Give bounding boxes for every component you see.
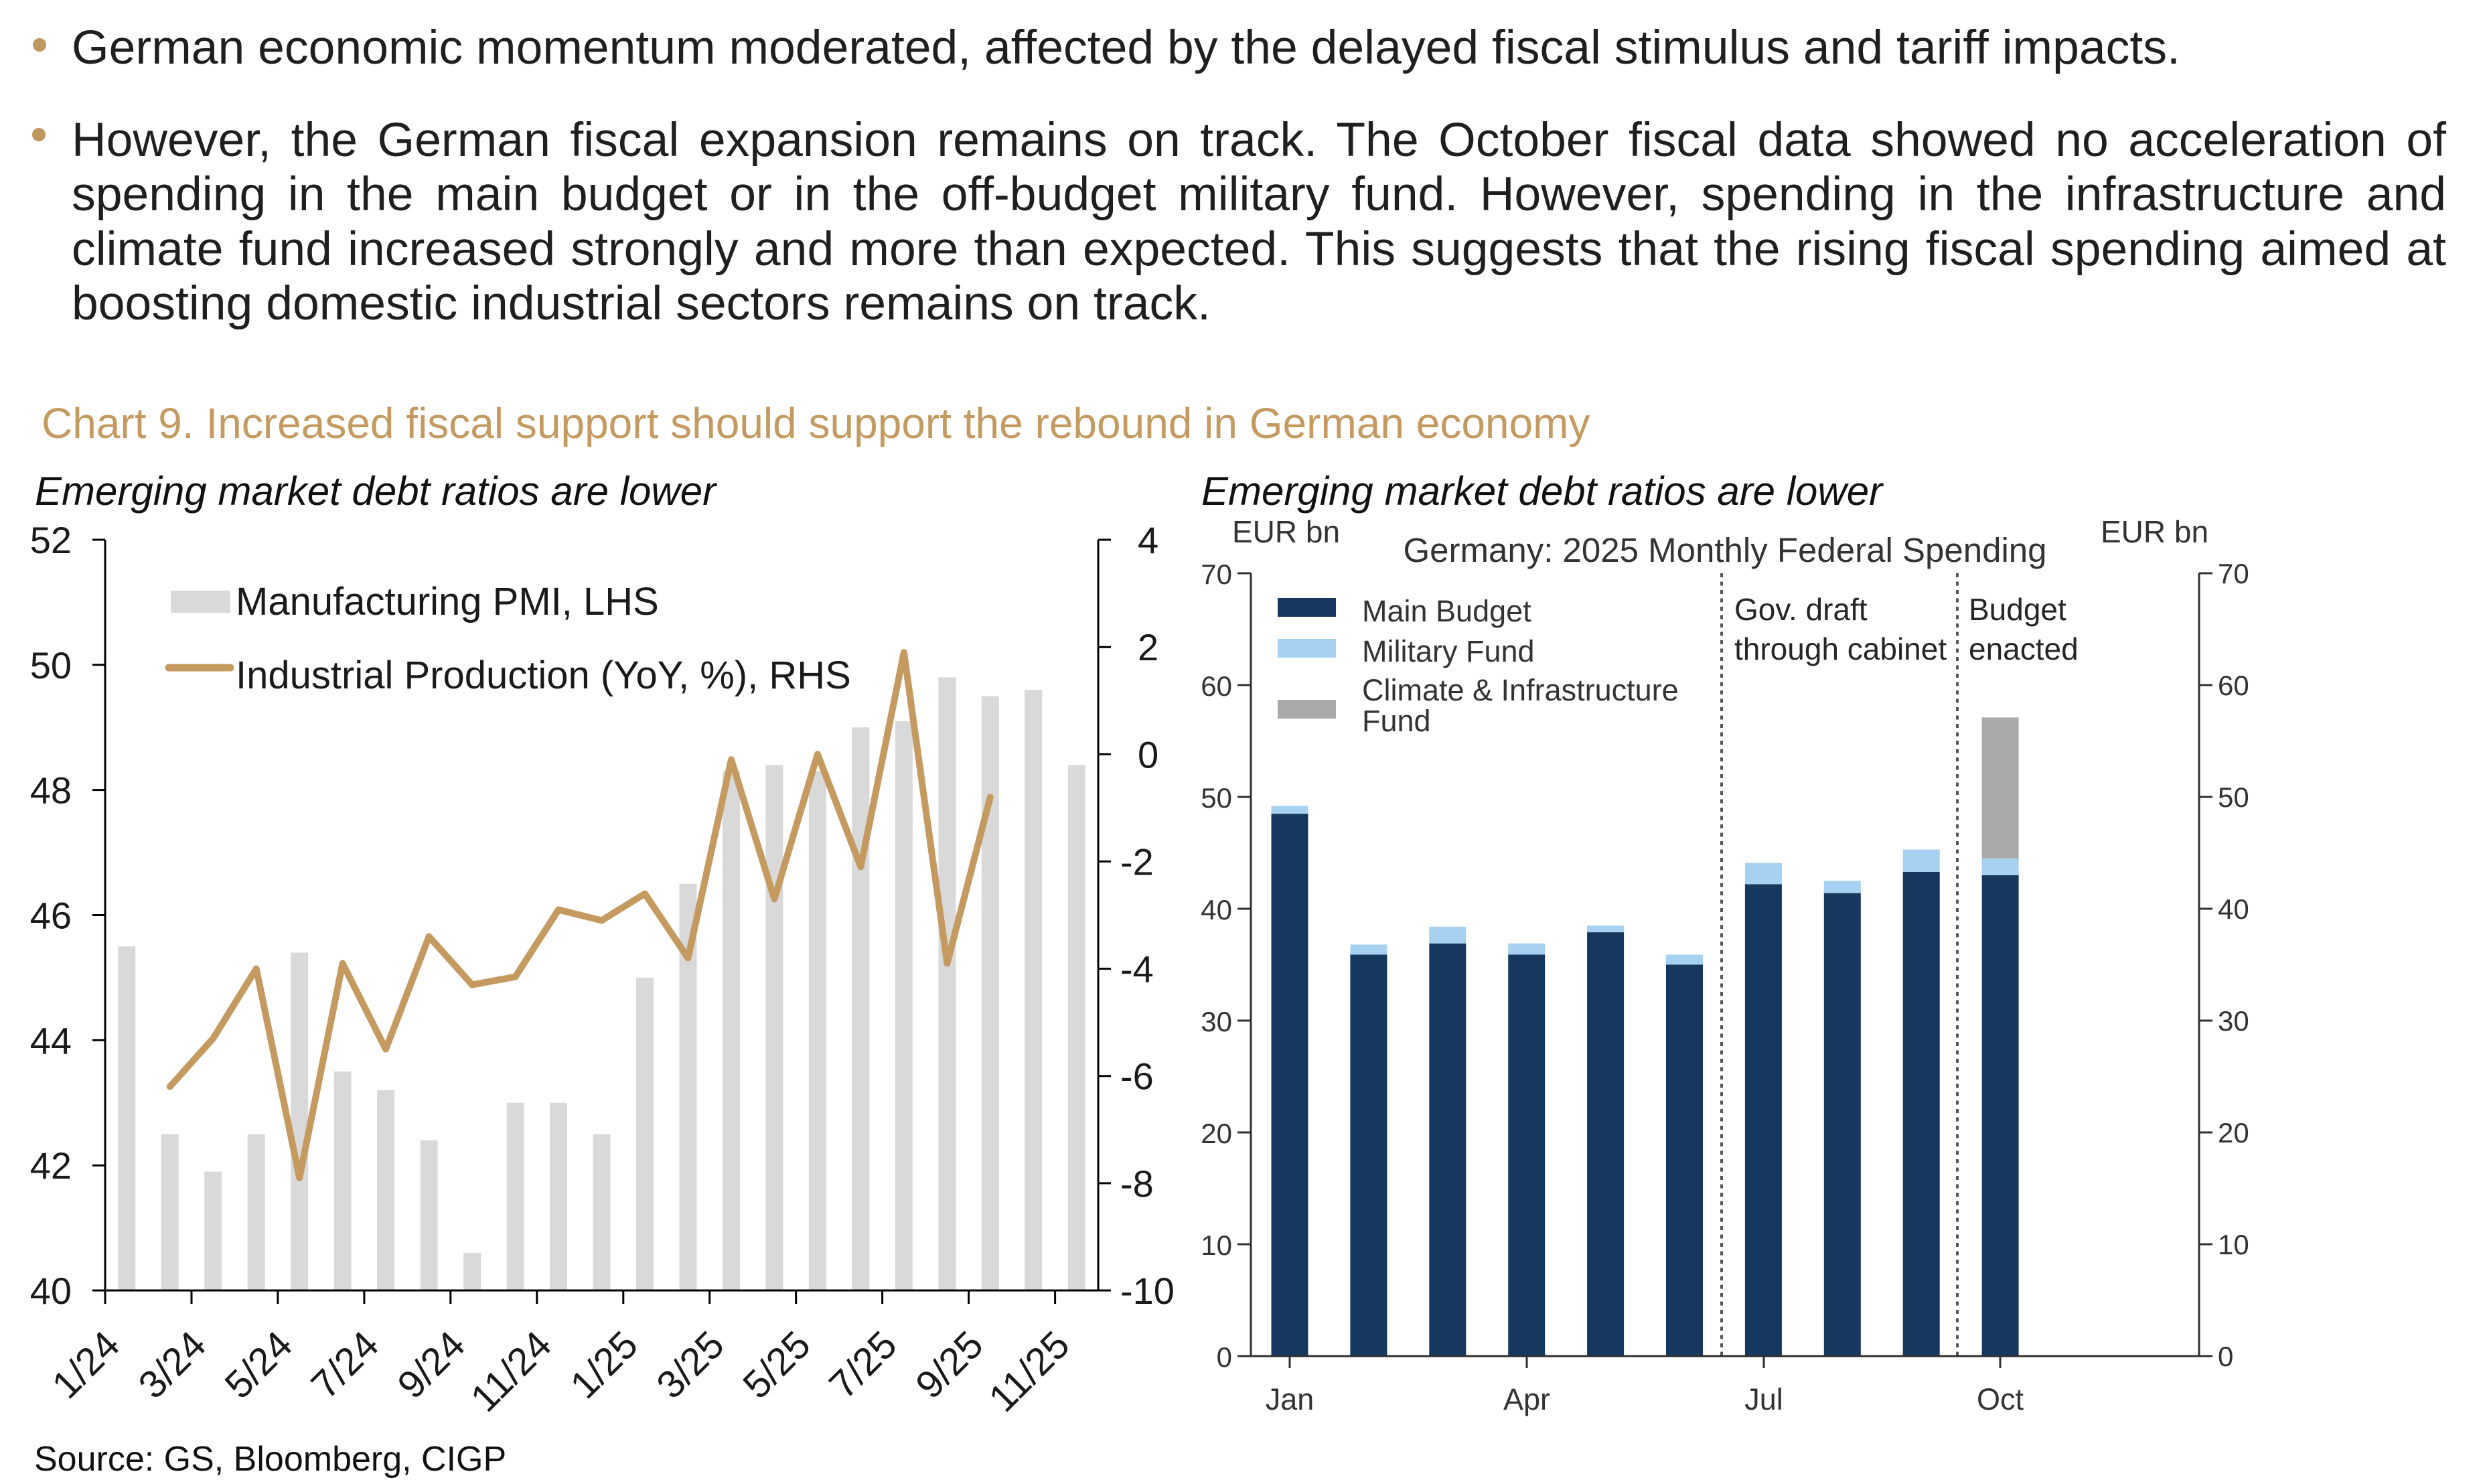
svg-text:3/24: 3/24 — [130, 1323, 214, 1407]
svg-text:50: 50 — [30, 644, 72, 686]
svg-text:Jan: Jan — [1266, 1382, 1314, 1416]
svg-text:42: 42 — [30, 1144, 72, 1187]
svg-text:Military Fund: Military Fund — [1362, 634, 1535, 668]
svg-text:0: 0 — [2218, 1341, 2233, 1372]
svg-text:50: 50 — [1201, 782, 1232, 814]
svg-text:1/25: 1/25 — [562, 1323, 646, 1407]
svg-text:Fund: Fund — [1362, 704, 1431, 738]
svg-text:Oct: Oct — [1977, 1382, 2024, 1416]
svg-text:1/24: 1/24 — [44, 1323, 128, 1407]
svg-text:Industrial Production (YoY, %): Industrial Production (YoY, %), RHS — [236, 654, 851, 697]
svg-text:7/24: 7/24 — [303, 1323, 387, 1407]
svg-text:60: 60 — [2218, 670, 2249, 701]
svg-text:60: 60 — [1201, 670, 1232, 702]
svg-text:Budget: Budget — [1969, 592, 2066, 627]
svg-text:enacted: enacted — [1969, 632, 2079, 666]
svg-text:52: 52 — [30, 519, 72, 561]
svg-text:9/25: 9/25 — [907, 1323, 992, 1407]
svg-text:Climate & Infrastructure: Climate & Infrastructure — [1362, 673, 1679, 707]
svg-text:3/25: 3/25 — [648, 1323, 733, 1407]
svg-text:50: 50 — [2218, 782, 2249, 813]
svg-text:40: 40 — [30, 1270, 72, 1312]
svg-text:-8: -8 — [1120, 1163, 1154, 1205]
svg-text:0: 0 — [1138, 733, 1158, 775]
svg-text:-2: -2 — [1120, 840, 1154, 883]
svg-text:40: 40 — [1201, 894, 1232, 925]
svg-text:through cabinet: through cabinet — [1734, 632, 1947, 666]
svg-text:11/25: 11/25 — [980, 1323, 1078, 1420]
svg-text:Germany: 2025 Monthly Federal: Germany: 2025 Monthly Federal Spending — [1403, 531, 2046, 569]
svg-text:30: 30 — [1201, 1006, 1232, 1037]
svg-text:-6: -6 — [1120, 1055, 1154, 1098]
svg-text:Main Budget: Main Budget — [1362, 594, 1531, 628]
svg-text:48: 48 — [30, 769, 72, 812]
svg-text:Gov. draft: Gov. draft — [1734, 592, 1868, 627]
svg-text:20: 20 — [2218, 1117, 2249, 1148]
svg-text:40: 40 — [2218, 893, 2249, 925]
svg-text:11/24: 11/24 — [462, 1323, 560, 1420]
svg-text:9/24: 9/24 — [389, 1323, 473, 1407]
svg-text:Apr: Apr — [1503, 1382, 1550, 1416]
svg-text:20: 20 — [1201, 1118, 1232, 1149]
svg-text:70: 70 — [2218, 558, 2249, 589]
svg-text:2: 2 — [1138, 626, 1158, 668]
svg-text:5/25: 5/25 — [735, 1323, 819, 1407]
svg-text:EUR bn: EUR bn — [2101, 514, 2208, 549]
svg-text:10: 10 — [2218, 1229, 2249, 1260]
svg-text:-4: -4 — [1120, 948, 1154, 990]
svg-text:7/25: 7/25 — [821, 1323, 905, 1407]
svg-text:Manufacturing PMI, LHS: Manufacturing PMI, LHS — [236, 580, 659, 623]
svg-text:Jul: Jul — [1744, 1382, 1783, 1416]
svg-text:70: 70 — [1201, 559, 1232, 590]
svg-text:-10: -10 — [1120, 1270, 1175, 1312]
svg-text:30: 30 — [2218, 1005, 2249, 1037]
svg-text:4: 4 — [1138, 519, 1158, 561]
svg-text:10: 10 — [1201, 1230, 1232, 1261]
svg-text:46: 46 — [30, 895, 72, 937]
svg-text:44: 44 — [30, 1019, 72, 1061]
svg-text:5/24: 5/24 — [216, 1323, 301, 1407]
svg-text:0: 0 — [1217, 1341, 1232, 1373]
svg-text:EUR bn: EUR bn — [1232, 514, 1340, 549]
